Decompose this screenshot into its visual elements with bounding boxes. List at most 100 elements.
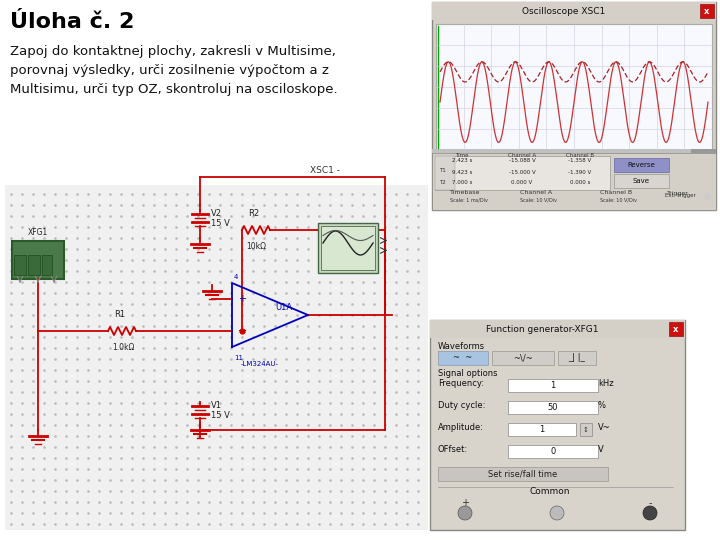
Text: Channel A: Channel A (508, 153, 536, 158)
Bar (669, 322, 683, 336)
Text: 4: 4 (234, 274, 238, 280)
Text: 15 V: 15 V (211, 219, 230, 227)
Text: Time: Time (455, 153, 469, 158)
Bar (430, 320, 685, 338)
Text: R2: R2 (248, 209, 259, 218)
Text: 9.423 s: 9.423 s (452, 170, 472, 174)
Text: Amplitude:: Amplitude: (438, 423, 484, 433)
Text: V2: V2 (211, 210, 222, 219)
Bar (42, 255, 52, 275)
Text: V~: V~ (598, 423, 611, 433)
Bar (492, 351, 554, 365)
Bar (580, 423, 592, 436)
Bar (5, 185, 428, 530)
Text: Set rise/fall time: Set rise/fall time (488, 469, 557, 478)
Text: 1: 1 (550, 381, 556, 390)
Text: -15.088 V: -15.088 V (508, 159, 536, 164)
Text: 1.0kΩ: 1.0kΩ (112, 343, 135, 352)
Bar (700, 4, 714, 18)
Text: ↕: ↕ (583, 427, 589, 433)
Circle shape (458, 506, 472, 520)
Text: +: + (238, 294, 246, 304)
Bar (614, 174, 669, 188)
Circle shape (550, 506, 564, 520)
Text: -1.390 V: -1.390 V (568, 170, 592, 174)
Text: x: x (704, 6, 710, 16)
Text: -LM324AU-: -LM324AU- (241, 361, 279, 367)
Text: Reverse: Reverse (627, 162, 655, 168)
Bar (321, 226, 375, 270)
Text: 0: 0 (550, 447, 556, 456)
Bar (432, 153, 716, 210)
Text: -15.000 V: -15.000 V (508, 170, 536, 174)
Text: 10kΩ: 10kΩ (246, 242, 266, 251)
Bar (558, 351, 596, 365)
Bar (435, 156, 610, 190)
Bar (12, 241, 64, 279)
Text: Trigger: Trigger (667, 191, 689, 195)
Text: 1: 1 (539, 425, 544, 434)
Text: Scale: 1 ms/Div: Scale: 1 ms/Div (450, 198, 488, 202)
Bar (430, 320, 685, 530)
Text: 0.000 V: 0.000 V (511, 180, 533, 186)
Text: 15 V: 15 V (211, 410, 230, 420)
Bar (508, 379, 598, 392)
Text: Signal options: Signal options (438, 369, 498, 378)
Text: Channel A: Channel A (520, 191, 552, 195)
Text: 0.000 s: 0.000 s (570, 180, 590, 186)
Text: XSC1 -: XSC1 - (310, 166, 340, 175)
Text: Scale: 10 V/Div: Scale: 10 V/Div (520, 198, 557, 202)
Bar (614, 158, 669, 172)
Bar (318, 223, 378, 273)
Bar (508, 423, 576, 436)
Bar (436, 24, 712, 150)
Text: Úloha č. 2: Úloha č. 2 (10, 12, 135, 32)
Text: Scale: 10 V/Div: Scale: 10 V/Div (600, 198, 637, 202)
Text: kHz: kHz (598, 380, 613, 388)
Text: Waveforms: Waveforms (438, 342, 485, 351)
Text: Function generator-XFG1: Function generator-XFG1 (486, 325, 599, 334)
Text: Multisimu, urči typ OZ, skontroluj na osciloskope.: Multisimu, urči typ OZ, skontroluj na os… (10, 83, 338, 96)
Text: +: + (461, 498, 469, 508)
Text: 7.000 s: 7.000 s (452, 180, 472, 186)
Text: Zapoj do kontaktnej plochy, zakresli v Multisime,: Zapoj do kontaktnej plochy, zakresli v M… (10, 45, 336, 58)
Text: Ext. trigger: Ext. trigger (665, 193, 696, 199)
Text: Channel B: Channel B (566, 153, 594, 158)
Text: R1: R1 (114, 310, 125, 319)
Text: Save: Save (632, 178, 649, 184)
Text: _| |_: _| |_ (569, 354, 585, 362)
Text: -1.358 V: -1.358 V (568, 159, 592, 164)
Bar (432, 149, 716, 153)
Text: Frequency:: Frequency: (438, 380, 484, 388)
Text: V1: V1 (211, 402, 222, 410)
Text: T1: T1 (439, 168, 446, 173)
Text: 11: 11 (234, 355, 243, 361)
Circle shape (643, 506, 657, 520)
Bar (438, 351, 488, 365)
Bar (14, 255, 26, 275)
Text: 50: 50 (548, 403, 558, 412)
Text: −: − (238, 326, 248, 336)
Text: XFG1: XFG1 (28, 228, 48, 237)
Bar (28, 255, 40, 275)
Bar (691, 149, 716, 153)
Text: Duty cycle:: Duty cycle: (438, 402, 485, 410)
Text: Oscilloscope XSC1: Oscilloscope XSC1 (523, 6, 606, 16)
Text: Timebase: Timebase (450, 191, 480, 195)
Bar (508, 401, 598, 414)
Text: OFfset:: OFfset: (438, 446, 468, 455)
Bar (432, 2, 716, 20)
Text: T2: T2 (439, 179, 446, 185)
Text: U1A: U1A (275, 302, 292, 312)
Bar (435, 156, 455, 190)
Bar (432, 2, 716, 210)
Text: ~  ~: ~ ~ (454, 354, 472, 362)
Bar (438, 467, 608, 481)
Text: %: % (598, 402, 606, 410)
Text: V: V (598, 446, 604, 455)
Text: -: - (648, 498, 652, 508)
Bar (508, 445, 598, 458)
Text: porovnaj výsledky, urči zosilnenie výpočtom a z: porovnaj výsledky, urči zosilnenie výpoč… (10, 64, 329, 77)
Text: Channel B: Channel B (600, 191, 632, 195)
Text: ~\/~: ~\/~ (513, 354, 533, 362)
